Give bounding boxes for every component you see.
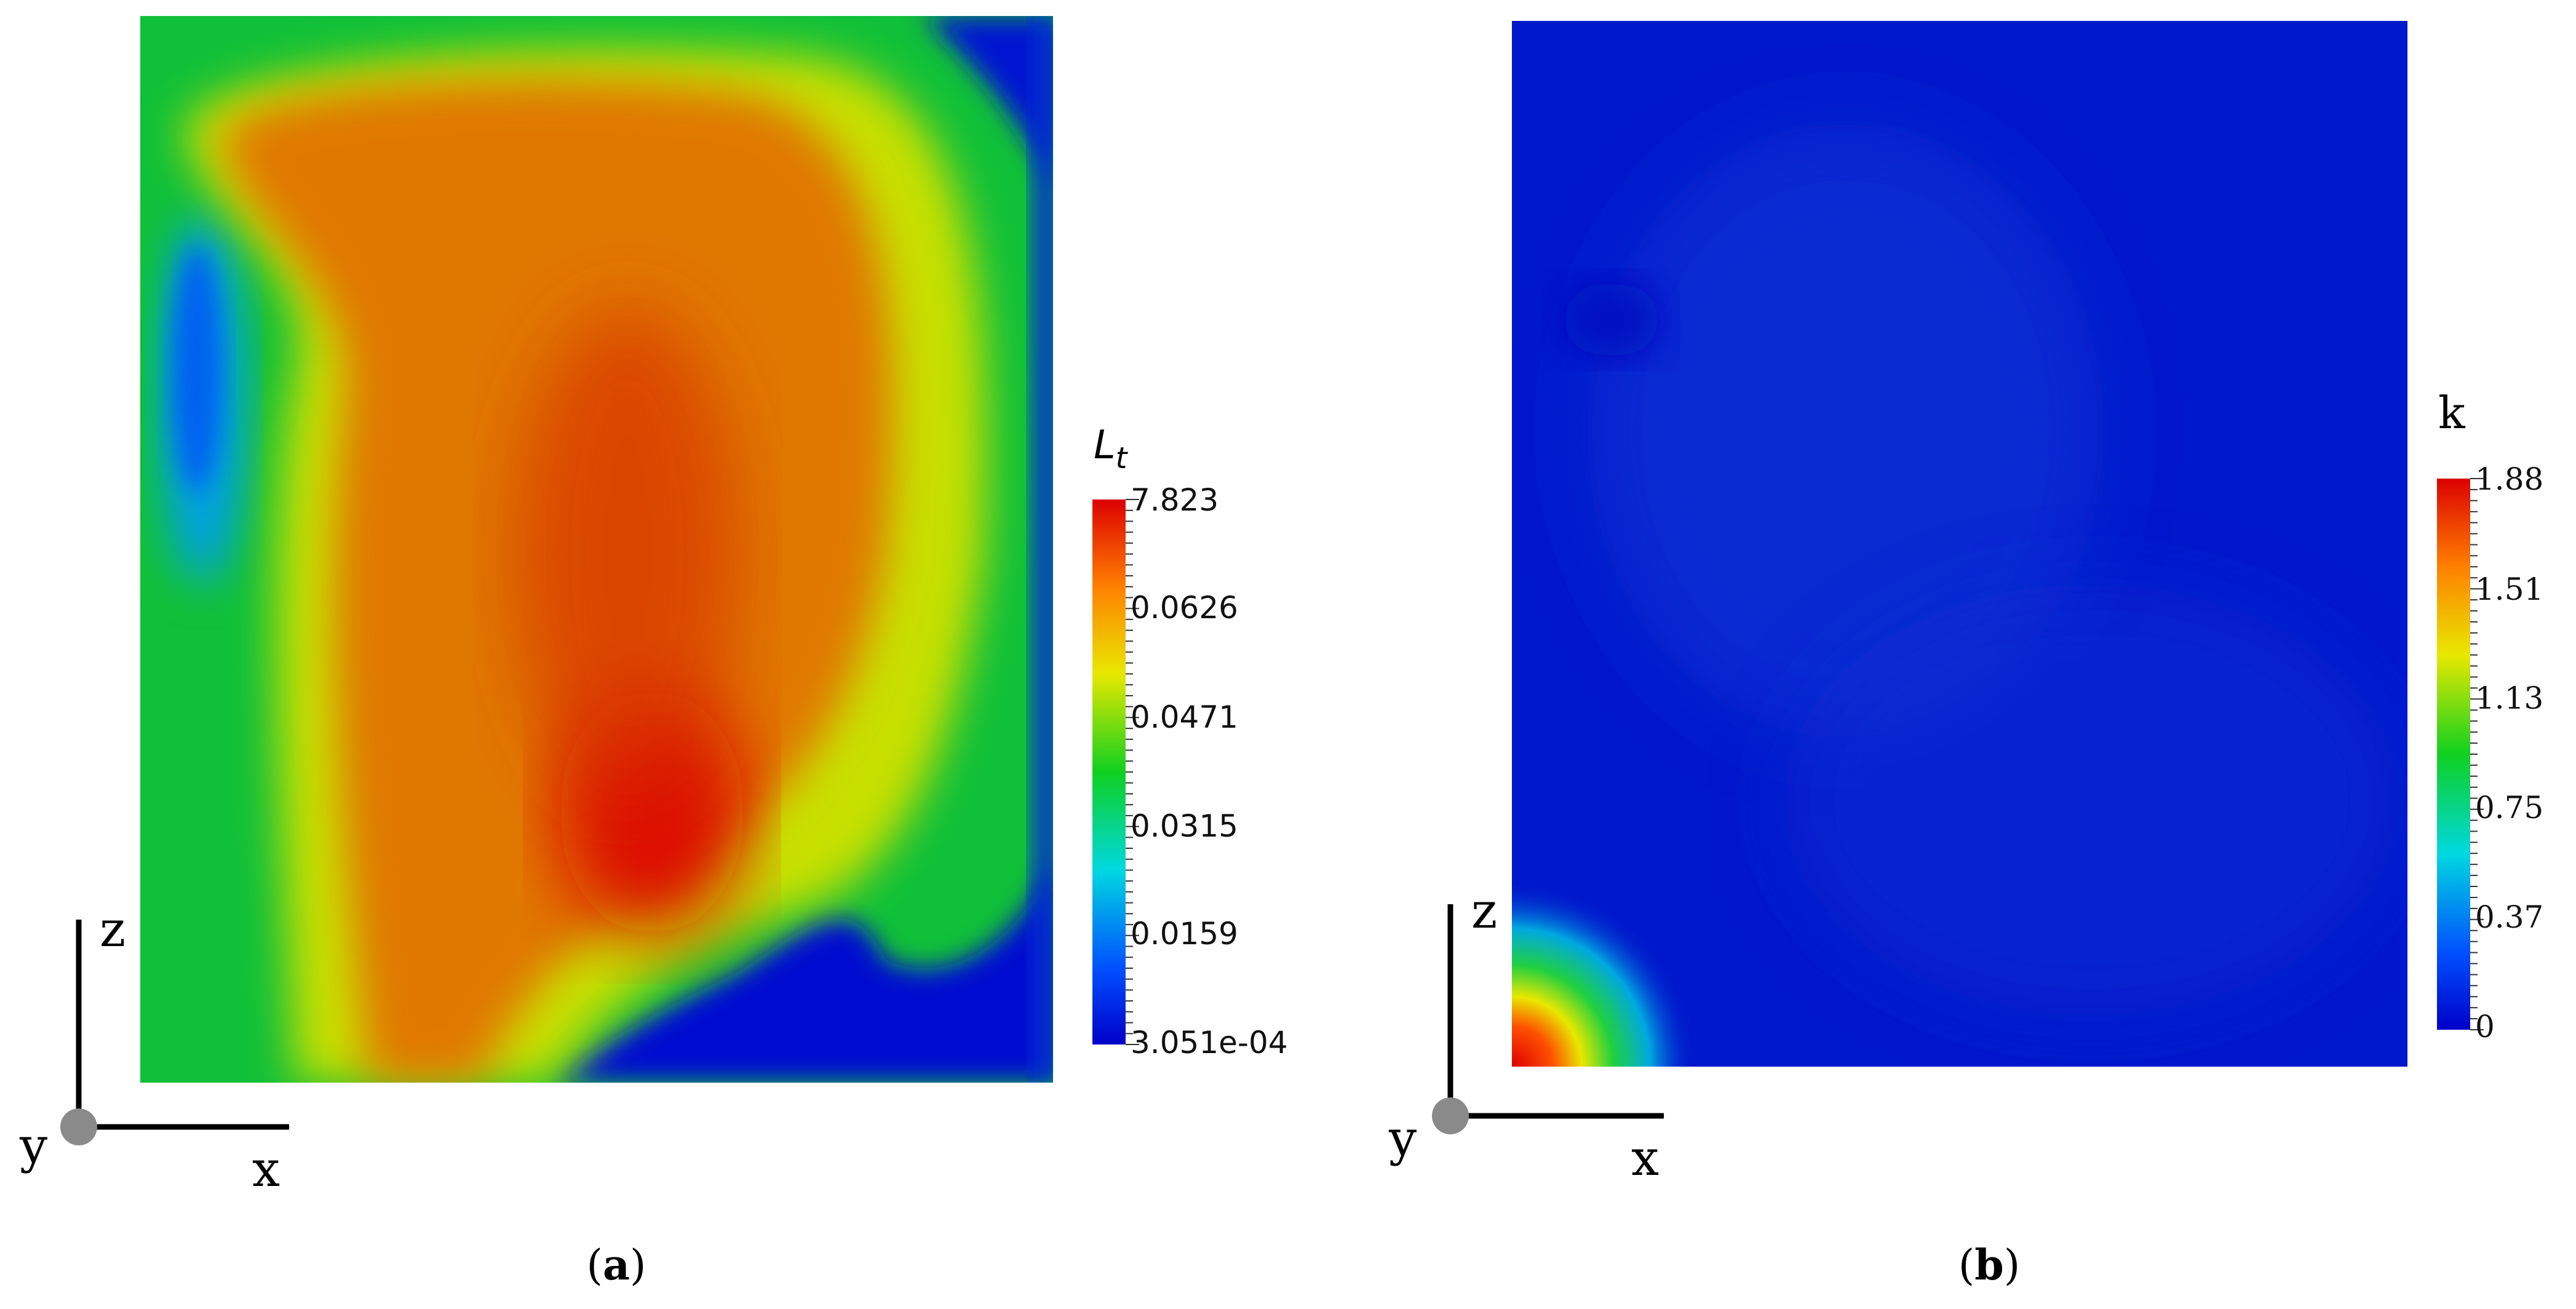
y-axis-label-a: y [19,1117,47,1174]
colorbar-a-tick-3: 0.0471 [1131,699,1238,735]
axis-triad-b: z x y [1388,882,1664,1187]
colorbar-a-tick-4: 0.0315 [1131,808,1238,844]
colorbar-a-tick-2: 0.0626 [1131,590,1238,626]
colorbar-b-tick-3: 1.13 [2475,680,2543,716]
panel-a: Lt 7.823 0.0626 0.0471 0.0315 0.0159 3.0… [19,16,1288,1290]
colorbar-a-tick-5: 0.0159 [1131,916,1238,952]
colorbar-a-tick-6: 3.051e-04 [1131,1025,1288,1060]
colorbar-b-tick-6: 0 [2475,1009,2495,1044]
z-axis-label-a: z [100,901,125,958]
colorbar-b: k 1.88 1.51 1.13 0.75 0.37 0 [2437,387,2543,1044]
colorbar-a: Lt 7.823 0.0626 0.0471 0.0315 0.0159 3.0… [1092,423,1288,1060]
y-axis-origin-a [60,1108,97,1145]
colorbar-a-gradient [1092,499,1126,1044]
y-axis-label-b: y [1388,1110,1417,1167]
colorbar-b-tick-1: 1.88 [2475,461,2543,497]
colorbar-b-tick-4: 0.75 [2475,790,2543,826]
x-axis-label-b: x [1631,1129,1659,1187]
colorbar-b-title: k [2438,387,2466,439]
x-axis-label-a: x [252,1140,280,1198]
y-axis-origin-b [1432,1097,1469,1134]
colorbar-a-title: Lt [1094,423,1129,475]
colorbar-b-tick-5: 0.37 [2475,899,2543,935]
caption-a: (a) [586,1241,646,1290]
axis-triad-a: z x y [19,901,290,1198]
z-axis-label-b: z [1471,882,1497,939]
caption-b: (b) [1958,1241,2021,1290]
colorbar-b-gradient [2437,479,2470,1030]
panel-b: k 1.88 1.51 1.13 0.75 0.37 0 z x y (b) [1388,21,2543,1290]
contour-plot-a [140,16,1053,1083]
colorbar-a-tick-1: 7.823 [1131,482,1218,518]
contour-plot-b [1512,21,2407,1067]
colorbar-b-tick-2: 1.51 [2475,571,2543,607]
